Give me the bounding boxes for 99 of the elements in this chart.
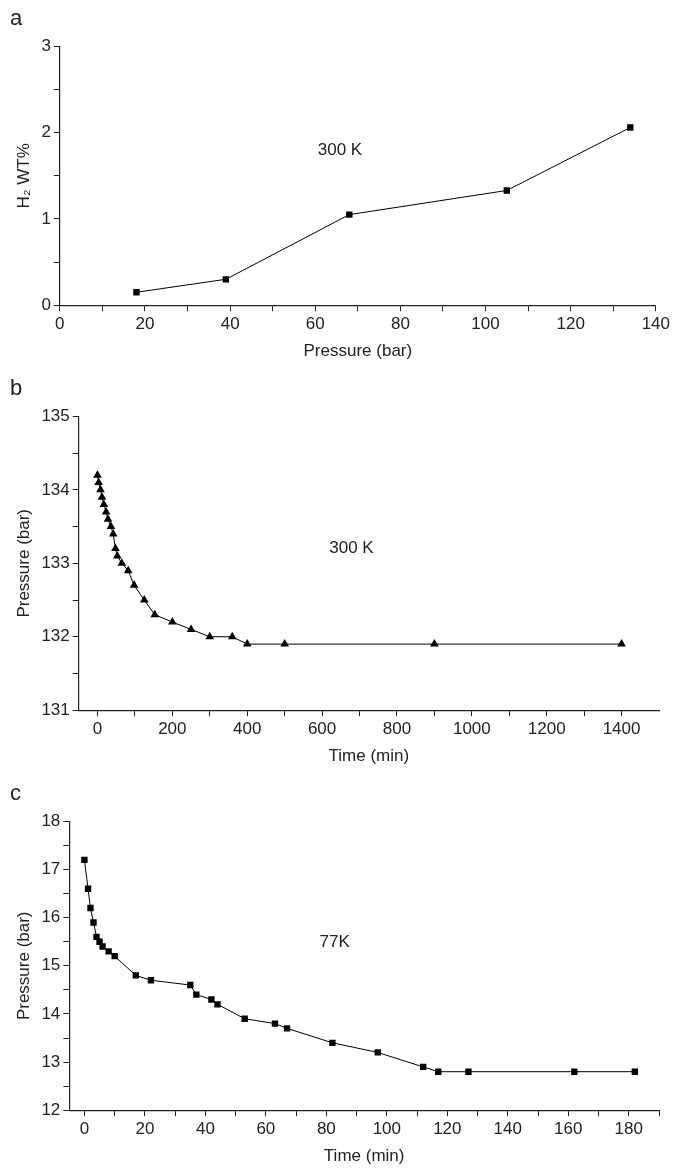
point — [111, 543, 120, 552]
chart-title: b — [10, 375, 23, 401]
point — [227, 631, 237, 640]
y-tick-label: 3 — [41, 36, 51, 56]
x-axis-title: Pressure (bar) — [303, 341, 413, 361]
chart-title: a — [10, 5, 23, 31]
y-axis-title: H₂ WT% — [13, 143, 33, 209]
x-tick-label: 140 — [641, 314, 671, 334]
point — [90, 919, 97, 926]
x-tick-label: 40 — [195, 1119, 215, 1139]
point — [111, 952, 118, 960]
point — [571, 1068, 578, 1075]
chart-title: c — [10, 780, 21, 806]
x-tick-label: 100 — [471, 314, 500, 334]
point — [97, 492, 107, 500]
x-tick-label: 200 — [158, 719, 187, 739]
y-tick-label: 16 — [41, 907, 61, 927]
x-tick-label: 600 — [307, 719, 337, 739]
y-tick-label: 0 — [41, 294, 51, 314]
y-tick-label: 17 — [41, 859, 61, 879]
annotation: 300 K — [329, 538, 375, 558]
point — [193, 991, 200, 998]
x-tick-label: 60 — [305, 314, 325, 334]
point — [106, 521, 116, 530]
point — [96, 484, 105, 493]
point — [346, 211, 353, 218]
point — [617, 639, 626, 647]
y-tick-label: 14 — [41, 1003, 61, 1023]
x-tick-label: 400 — [233, 719, 262, 739]
point — [123, 565, 133, 574]
y-tick-label: 133 — [41, 552, 70, 572]
point — [103, 514, 113, 522]
x-tick-label: 180 — [614, 1119, 643, 1139]
x-tick-label: 100 — [372, 1119, 402, 1139]
x-tick-label: 40 — [220, 314, 240, 334]
point — [87, 904, 94, 912]
point — [430, 639, 439, 647]
point — [627, 124, 634, 131]
point — [112, 550, 122, 559]
x-axis-title: Time (min) — [323, 1146, 405, 1166]
point — [503, 187, 511, 194]
y-tick-label: 131 — [41, 699, 70, 719]
y-tick-label: 12 — [41, 1099, 61, 1119]
x-tick-label: 160 — [554, 1119, 583, 1139]
y-tick-label: 135 — [41, 406, 70, 426]
point — [81, 856, 88, 864]
y-tick-label: 134 — [41, 479, 70, 499]
point — [280, 639, 289, 647]
point — [271, 1020, 279, 1027]
point — [108, 528, 118, 537]
x-tick-label: 120 — [433, 1119, 462, 1139]
point — [117, 558, 127, 566]
point — [99, 499, 109, 508]
point — [101, 506, 111, 515]
point — [132, 972, 140, 979]
x-tick-label: 0 — [92, 719, 103, 739]
x-tick-label: 1200 — [527, 719, 566, 739]
x-tick-label: 20 — [135, 314, 155, 334]
point — [150, 609, 160, 618]
annotation: 77K — [319, 932, 351, 952]
point — [208, 996, 215, 1003]
point — [105, 948, 112, 955]
y-tick-label: 132 — [41, 626, 70, 646]
point — [133, 289, 140, 296]
x-axis-title: Time (min) — [328, 746, 410, 766]
point — [99, 943, 106, 950]
point — [93, 470, 102, 478]
x-tick-label: 140 — [493, 1119, 522, 1139]
point — [222, 276, 230, 283]
x-tick-label: 0 — [79, 1119, 90, 1139]
y-tick-label: 2 — [41, 122, 51, 142]
y-tick-label: 15 — [41, 955, 61, 975]
point — [186, 624, 196, 632]
point — [465, 1068, 472, 1075]
point — [242, 639, 252, 647]
x-tick-label: 80 — [390, 314, 410, 334]
annotation: 300 K — [317, 139, 363, 159]
point — [374, 1049, 381, 1056]
x-tick-label: 800 — [382, 719, 412, 739]
x-tick-label: 20 — [135, 1119, 155, 1139]
x-tick-label: 80 — [316, 1119, 336, 1139]
point — [93, 933, 100, 941]
point — [139, 595, 149, 603]
y-axis-title: Pressure (bar) — [13, 508, 33, 618]
point — [168, 617, 177, 625]
x-tick-label: 1000 — [452, 719, 491, 739]
y-tick-label: 1 — [41, 208, 51, 228]
point — [283, 1025, 291, 1032]
x-tick-label: 60 — [256, 1119, 276, 1139]
x-tick-label: 1400 — [602, 719, 641, 739]
point — [205, 631, 215, 640]
y-tick-label: 13 — [41, 1051, 61, 1071]
point — [129, 580, 139, 588]
x-tick-label: 120 — [556, 314, 585, 334]
y-tick-label: 18 — [41, 811, 61, 831]
y-axis-title: Pressure (bar) — [13, 911, 33, 1021]
point — [94, 477, 103, 486]
point — [214, 1001, 221, 1008]
point — [329, 1039, 336, 1046]
